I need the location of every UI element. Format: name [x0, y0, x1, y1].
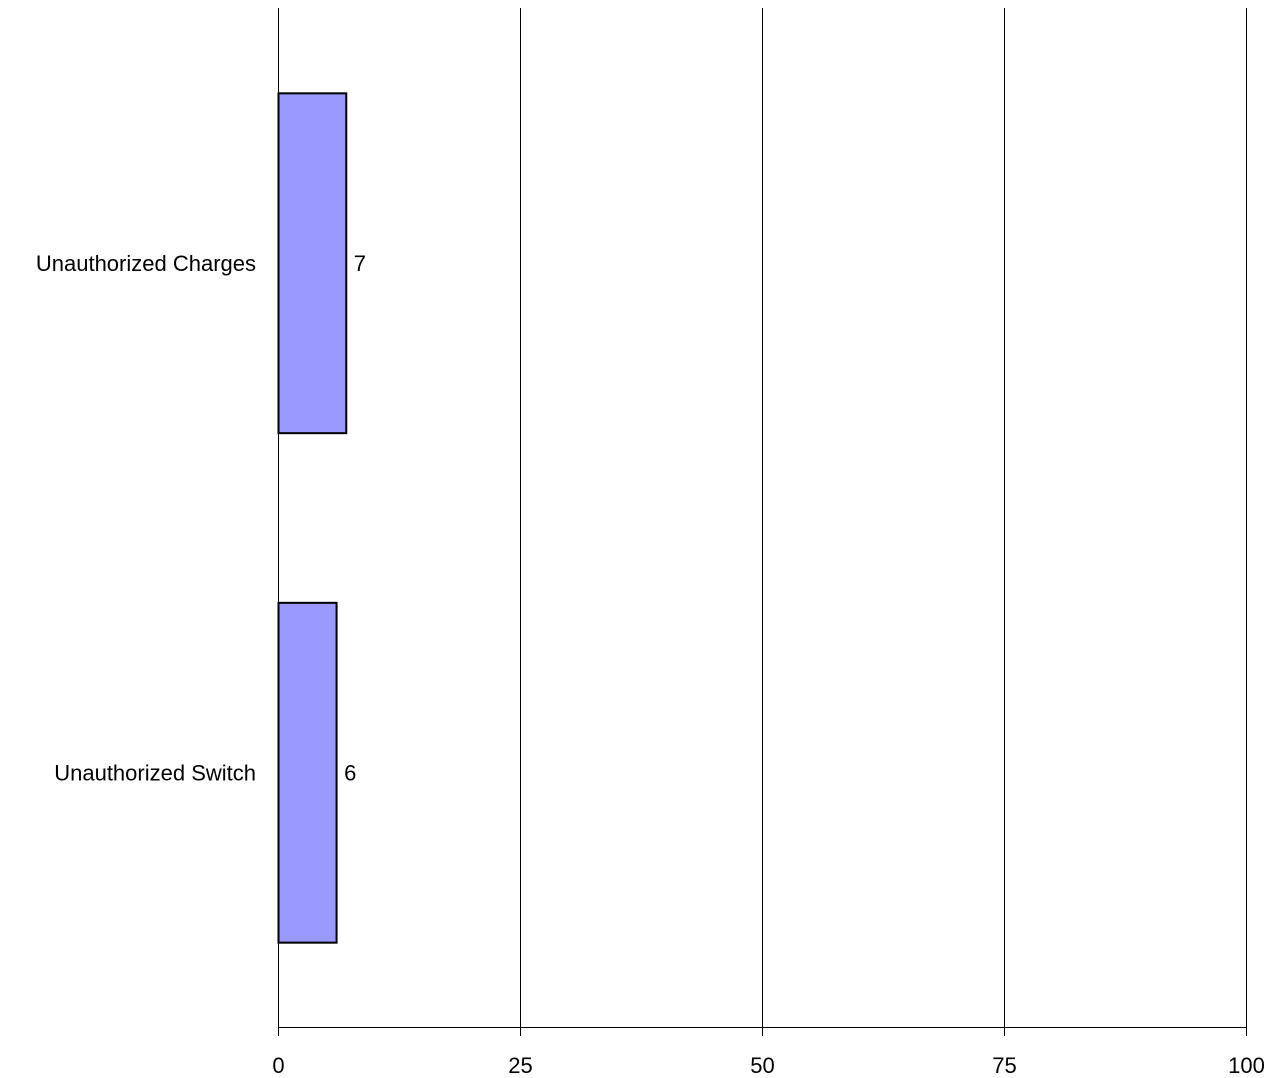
gridlines [520, 8, 1247, 1027]
bars [277, 92, 348, 944]
x-tick-labels: 0 25 50 75 100 [272, 1053, 1264, 1078]
data-label: 6 [344, 760, 356, 785]
bar [277, 92, 348, 435]
x-tick-label: 50 [750, 1053, 774, 1078]
x-tick-label: 25 [508, 1053, 532, 1078]
data-labels: 76 [344, 251, 366, 786]
x-tick-label: 75 [992, 1053, 1016, 1078]
bar [277, 601, 338, 944]
axes [278, 8, 1247, 1036]
x-tick-label: 0 [272, 1053, 284, 1078]
data-label: 7 [354, 251, 366, 276]
category-label: Unauthorized Charges [36, 251, 256, 276]
category-labels: Unauthorized Charges Unauthorized Switch [36, 251, 256, 786]
x-tick-label: 100 [1228, 1053, 1265, 1078]
category-label: Unauthorized Switch [54, 760, 256, 785]
